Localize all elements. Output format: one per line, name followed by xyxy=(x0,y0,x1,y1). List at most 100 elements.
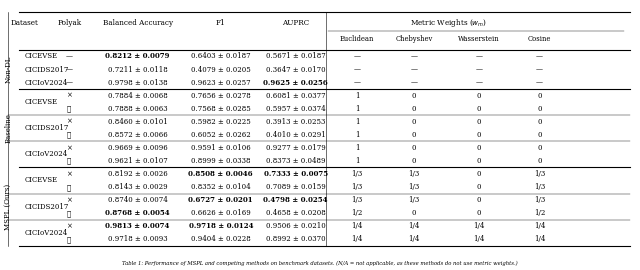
Text: 1: 1 xyxy=(355,157,360,165)
Text: 0.8572 ± 0.0066: 0.8572 ± 0.0066 xyxy=(108,131,168,139)
Text: —: — xyxy=(476,66,482,73)
Text: 1/4: 1/4 xyxy=(473,235,484,243)
Text: 0: 0 xyxy=(537,92,542,100)
Text: 0: 0 xyxy=(537,144,542,152)
Text: —: — xyxy=(476,79,482,87)
Text: 0.8992 ± 0.0370: 0.8992 ± 0.0370 xyxy=(266,235,326,243)
Text: 0.9277 ± 0.0179: 0.9277 ± 0.0179 xyxy=(266,144,326,152)
Text: 1/4: 1/4 xyxy=(473,222,484,230)
Text: 1: 1 xyxy=(355,144,360,152)
Text: 0.4079 ± 0.0205: 0.4079 ± 0.0205 xyxy=(191,66,251,73)
Text: 0: 0 xyxy=(476,196,481,204)
Text: 0.7888 ± 0.0063: 0.7888 ± 0.0063 xyxy=(108,105,168,113)
Text: 1/4: 1/4 xyxy=(534,235,545,243)
Text: ✓: ✓ xyxy=(67,105,71,113)
Text: 0: 0 xyxy=(476,170,481,178)
Text: 0: 0 xyxy=(537,105,542,113)
Text: —: — xyxy=(354,66,360,73)
Text: 1/3: 1/3 xyxy=(351,183,363,191)
Text: —: — xyxy=(476,52,482,60)
Text: 0.7656 ± 0.0278: 0.7656 ± 0.0278 xyxy=(191,92,251,100)
Text: Balanced Accuracy: Balanced Accuracy xyxy=(102,19,173,28)
Text: 1: 1 xyxy=(355,118,360,126)
Text: ×: × xyxy=(66,222,72,230)
Text: 1/4: 1/4 xyxy=(408,222,420,230)
Text: 0: 0 xyxy=(476,144,481,152)
Text: Cosine: Cosine xyxy=(528,35,551,43)
Text: 1/2: 1/2 xyxy=(534,209,545,217)
Text: 0: 0 xyxy=(412,157,417,165)
Text: 1/3: 1/3 xyxy=(534,196,545,204)
Text: 0: 0 xyxy=(476,118,481,126)
Text: ×: × xyxy=(66,144,72,152)
Text: 0.7211 ± 0.0118: 0.7211 ± 0.0118 xyxy=(108,66,168,73)
Text: CICIDS2017: CICIDS2017 xyxy=(24,66,68,73)
Text: 0.9404 ± 0.0228: 0.9404 ± 0.0228 xyxy=(191,235,251,243)
Text: 1/3: 1/3 xyxy=(351,196,363,204)
Text: ×: × xyxy=(66,118,72,126)
Text: 1/4: 1/4 xyxy=(351,235,363,243)
Text: 0.8143 ± 0.0029: 0.8143 ± 0.0029 xyxy=(108,183,168,191)
Text: ✓: ✓ xyxy=(67,131,71,139)
Text: CICIoV2024: CICIoV2024 xyxy=(24,79,68,87)
Text: 1: 1 xyxy=(355,92,360,100)
Text: ✓: ✓ xyxy=(67,157,71,165)
Text: —: — xyxy=(411,79,417,87)
Text: 1/3: 1/3 xyxy=(534,170,545,178)
Text: 0.9625 ± 0.0256: 0.9625 ± 0.0256 xyxy=(263,79,328,87)
Text: 0: 0 xyxy=(412,131,417,139)
Text: Non-DL: Non-DL xyxy=(4,56,12,83)
Text: Euclidean: Euclidean xyxy=(340,35,374,43)
Text: 0.8192 ± 0.0026: 0.8192 ± 0.0026 xyxy=(108,170,168,178)
Text: CICEVSE: CICEVSE xyxy=(24,52,58,60)
Text: ×: × xyxy=(66,196,72,204)
Text: —: — xyxy=(354,52,360,60)
Text: 0.9798 ± 0.0138: 0.9798 ± 0.0138 xyxy=(108,79,168,87)
Text: CICIoV2024: CICIoV2024 xyxy=(24,229,68,237)
Text: 1: 1 xyxy=(355,131,360,139)
Text: 0: 0 xyxy=(412,105,417,113)
Text: 0: 0 xyxy=(412,209,417,217)
Text: Wasserstein: Wasserstein xyxy=(458,35,500,43)
Text: —: — xyxy=(536,79,543,87)
Text: CICEVSE: CICEVSE xyxy=(24,177,58,184)
Text: 0.8740 ± 0.0074: 0.8740 ± 0.0074 xyxy=(108,196,168,204)
Text: Chebyshev: Chebyshev xyxy=(396,35,433,43)
Text: 0: 0 xyxy=(412,118,417,126)
Text: —: — xyxy=(536,52,543,60)
Text: 0: 0 xyxy=(476,105,481,113)
Text: 0.5982 ± 0.0225: 0.5982 ± 0.0225 xyxy=(191,118,251,126)
Text: 0.3913 ± 0.0253: 0.3913 ± 0.0253 xyxy=(266,118,325,126)
Text: 1/3: 1/3 xyxy=(351,170,363,178)
Text: 1/4: 1/4 xyxy=(534,222,545,230)
Text: Baseline: Baseline xyxy=(4,113,12,143)
Text: 0.5671 ± 0.0187: 0.5671 ± 0.0187 xyxy=(266,52,326,60)
Text: 0.6052 ± 0.0262: 0.6052 ± 0.0262 xyxy=(191,131,251,139)
Text: 0: 0 xyxy=(476,183,481,191)
Text: F1: F1 xyxy=(216,19,226,28)
Text: 0.4658 ± 0.0208: 0.4658 ± 0.0208 xyxy=(266,209,326,217)
Text: 1/3: 1/3 xyxy=(408,196,420,204)
Text: 0.9623 ± 0.0257: 0.9623 ± 0.0257 xyxy=(191,79,251,87)
Text: 0.9621 ± 0.0107: 0.9621 ± 0.0107 xyxy=(108,157,168,165)
Text: 0: 0 xyxy=(476,157,481,165)
Text: 1/3: 1/3 xyxy=(534,183,545,191)
Text: 0.4010 ± 0.0291: 0.4010 ± 0.0291 xyxy=(266,131,326,139)
Text: 0: 0 xyxy=(412,92,417,100)
Text: 0: 0 xyxy=(476,92,481,100)
Text: CICEVSE: CICEVSE xyxy=(24,98,58,106)
Text: —: — xyxy=(536,66,543,73)
Text: 0.7333 ± 0.0075: 0.7333 ± 0.0075 xyxy=(264,170,328,178)
Text: 0: 0 xyxy=(537,157,542,165)
Text: CICIDS2017: CICIDS2017 xyxy=(24,124,68,132)
Text: 0.5957 ± 0.0374: 0.5957 ± 0.0374 xyxy=(266,105,326,113)
Text: CICIoV2024: CICIoV2024 xyxy=(24,150,68,158)
Text: —: — xyxy=(66,52,72,60)
Text: Dataset: Dataset xyxy=(10,19,38,28)
Text: 0.9718 ± 0.0124: 0.9718 ± 0.0124 xyxy=(189,222,253,230)
Text: 0.6626 ± 0.0169: 0.6626 ± 0.0169 xyxy=(191,209,251,217)
Text: 0.6081 ± 0.0377: 0.6081 ± 0.0377 xyxy=(266,92,326,100)
Text: 0: 0 xyxy=(476,209,481,217)
Text: —: — xyxy=(411,66,417,73)
Text: 0.6727 ± 0.0201: 0.6727 ± 0.0201 xyxy=(189,196,253,204)
